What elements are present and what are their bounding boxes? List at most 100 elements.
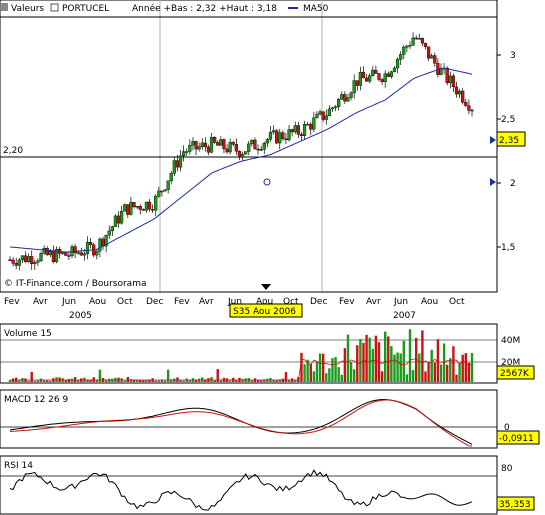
volume-bar [259, 380, 263, 382]
volume-bar [374, 335, 378, 382]
candle-body [200, 142, 204, 147]
volume-bar [331, 358, 334, 382]
volume-bar [98, 369, 102, 382]
candle-body [219, 139, 223, 146]
volume-bar [405, 374, 409, 382]
candle-body [451, 75, 455, 88]
volume-bar [188, 380, 192, 382]
candle-body [175, 160, 180, 168]
macd-zero-label: 0 [504, 423, 510, 433]
ma50-legend-swatch [288, 7, 298, 9]
candle-body [461, 90, 465, 103]
candle-body [209, 136, 214, 153]
candle-body [464, 101, 468, 106]
volume-bar [250, 380, 254, 382]
candle-body [185, 151, 189, 153]
candle-body [333, 106, 338, 109]
candle-body [346, 97, 350, 102]
volume-bar [123, 380, 126, 382]
candle-body [405, 45, 409, 48]
candle-body [343, 94, 347, 102]
candle-body [395, 59, 400, 69]
volume-bar [467, 362, 471, 382]
volume-bar [365, 334, 368, 382]
volume-bar [256, 380, 260, 382]
candle-body [36, 260, 40, 263]
candle-body [433, 55, 437, 64]
valeurs-label: Valeurs [11, 4, 44, 14]
valeurs-dropdown-icon[interactable] [1, 3, 8, 11]
ma50-legend-label: MA50 [303, 4, 329, 14]
x-month-label: Dec [310, 297, 327, 307]
candle-body [54, 249, 59, 262]
volume-bar [421, 330, 424, 382]
y-tick-label: 2 [510, 179, 516, 189]
candle-body [392, 67, 397, 72]
macd-panel: MACD 12 26 9 0 -0,0911 [0, 389, 540, 449]
candle-body [445, 67, 449, 84]
volume-bar [371, 348, 374, 382]
volume-bar [352, 369, 356, 382]
ticker-checkbox[interactable] [50, 3, 59, 12]
volume-last-label: 2567K [500, 369, 530, 379]
candle-body [23, 255, 28, 263]
volume-bar [343, 348, 347, 382]
candle-body [33, 262, 37, 265]
volume-bar [95, 379, 99, 382]
candle-body [14, 263, 18, 266]
candle-body [222, 139, 226, 150]
volume-bar [393, 354, 396, 382]
candle-body [82, 253, 87, 256]
candle-body [157, 190, 161, 197]
volume-bar [182, 380, 185, 382]
cursor-triangle-icon[interactable] [261, 284, 271, 290]
volume-bar [436, 339, 440, 382]
volume-bar [380, 371, 384, 382]
candle-body [169, 173, 173, 182]
candle-body [299, 134, 304, 136]
volume-bar [359, 338, 362, 382]
candle-body [268, 131, 273, 140]
volume-bar [433, 362, 436, 382]
year-range-text: Année +Bas : 2,32 +Haut : 3,18 [132, 3, 277, 14]
candle-body [89, 242, 93, 245]
price-panel: 2,20 © IT-Finance.com / Boursorama [0, 0, 498, 293]
volume-bar [287, 379, 291, 382]
candle-body [470, 109, 474, 112]
volume-bar [135, 379, 139, 382]
candle-body [287, 129, 291, 141]
candle-body [262, 142, 266, 150]
candle-body [231, 142, 235, 145]
volume-bar [362, 342, 365, 382]
candle-body [129, 202, 133, 215]
ma50-line [9, 67, 473, 253]
x-month-label: Aou [421, 297, 438, 307]
candle-body [30, 256, 34, 265]
candle-body [132, 202, 136, 208]
candle-body [39, 253, 43, 262]
volume-bar [346, 334, 350, 382]
candle-body [182, 151, 186, 157]
candle-body [225, 148, 229, 153]
candle-body [454, 86, 459, 95]
volume-bar [396, 352, 399, 382]
candle-body [8, 259, 12, 261]
volume-bar [46, 380, 49, 382]
candle-body [374, 69, 378, 74]
candle-body [408, 45, 412, 47]
volume-bar [445, 364, 449, 382]
candle-body [420, 37, 424, 44]
volume-bar [306, 359, 309, 382]
candle-body [141, 209, 145, 211]
candle-body [144, 201, 149, 211]
volume-bar [399, 353, 402, 382]
volume-tick-label: 20M [501, 358, 520, 368]
candle-body [206, 146, 211, 153]
candle-body [278, 132, 282, 144]
volume-bar [126, 377, 130, 382]
rsi-last-badge [496, 496, 535, 511]
volume-bar [148, 379, 151, 382]
candle-body [417, 37, 421, 40]
ticker-label: PORTUCEL [62, 4, 109, 14]
candle-body [17, 259, 21, 266]
